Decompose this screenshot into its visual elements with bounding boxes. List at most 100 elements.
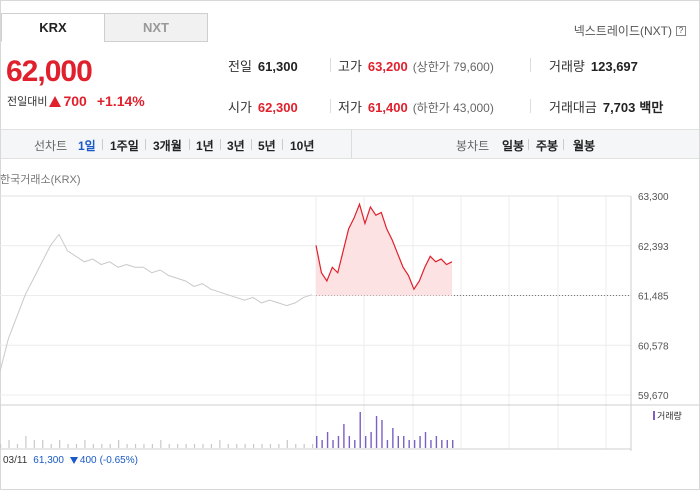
divider	[330, 58, 331, 72]
price-change: 전일대비 700 +1.14%	[7, 93, 145, 109]
footer-prev-pct: (-0.65%)	[99, 455, 138, 466]
footer-date: 03/11	[3, 455, 28, 466]
stat-value: 123,697	[590, 59, 638, 74]
stat-unit: 백만	[639, 100, 664, 115]
candle-monthly[interactable]: 월봉	[573, 139, 596, 153]
candle-daily[interactable]: 일봉	[502, 139, 525, 153]
y-tick-label: 59,670	[638, 391, 669, 402]
volume-bar	[75, 444, 78, 448]
up-triangle-icon	[49, 95, 62, 107]
stat-low: 저가 61,400 (하한가 43,000)	[338, 97, 494, 116]
stat-open: 시가 62,300	[228, 97, 298, 116]
stat-label: 고가	[338, 59, 362, 74]
volume-bar	[59, 440, 61, 448]
volume-bar	[278, 444, 280, 448]
volume-bar	[193, 444, 196, 448]
candle-chart-label: 봉차트	[456, 139, 490, 153]
y-tick-label: 62,393	[638, 242, 669, 253]
volume-bar	[101, 444, 103, 448]
tab-nxt[interactable]: NXT	[104, 13, 208, 42]
volume-bar	[109, 444, 111, 448]
footer-prev-change: 400	[79, 455, 97, 466]
line-chart-label: 선차트	[34, 139, 68, 153]
volume-bar	[312, 444, 314, 448]
stat-value: 62,300	[257, 100, 298, 115]
volume-bar	[316, 436, 318, 448]
volume-bar	[392, 428, 394, 448]
volume-bar	[446, 440, 448, 448]
volume-bar	[337, 436, 340, 448]
divider	[528, 139, 529, 150]
nxt-link-label: 넥스트레이드(NXT)	[573, 24, 672, 38]
help-icon[interactable]: ?	[676, 25, 686, 36]
stat-amount: 거래대금 7,703 백만	[549, 97, 663, 116]
volume-bar	[42, 440, 44, 448]
period-5y[interactable]: 5년	[258, 139, 276, 153]
volume-bar	[33, 440, 35, 448]
volume-bar	[375, 416, 378, 448]
period-10y[interactable]: 10년	[290, 139, 315, 153]
volume-bar	[118, 440, 120, 448]
stat-value: 61,400	[367, 100, 408, 115]
stat-label: 전일	[228, 59, 252, 74]
stat-label: 시가	[228, 100, 252, 115]
volume-bar	[419, 436, 421, 448]
stat-sub: (상한가 79,600)	[412, 60, 494, 74]
stat-sub: (하한가 43,000)	[412, 101, 494, 115]
volume-bar	[151, 444, 153, 448]
volume-bar	[286, 440, 288, 448]
volume-bar	[160, 440, 162, 448]
stat-value: 7,703	[602, 100, 636, 115]
stat-prev-close: 전일 61,300	[228, 56, 298, 75]
prev-day-line	[0, 233, 313, 372]
volume-bar	[348, 436, 351, 448]
period-1y[interactable]: 1년	[196, 139, 214, 153]
volume-bar	[370, 432, 372, 448]
volume-bar	[403, 436, 405, 448]
y-tick-label: 63,300	[638, 192, 669, 203]
volume-bar	[244, 444, 246, 448]
volume-bar	[67, 444, 69, 448]
volume-bar	[364, 436, 367, 448]
change-percent: +1.14%	[96, 93, 145, 109]
period-1w[interactable]: 1주일	[110, 139, 139, 153]
period-3m[interactable]: 3개월	[153, 139, 182, 153]
volume-bar	[408, 440, 410, 448]
volume-bar	[16, 444, 19, 448]
volume-bar	[227, 444, 229, 448]
stat-value: 61,300	[257, 59, 298, 74]
volume-bar	[303, 444, 305, 448]
volume-bar	[168, 444, 170, 448]
volume-bar	[269, 444, 272, 448]
divider	[102, 139, 103, 150]
divider	[563, 139, 564, 150]
volume-bar	[25, 436, 27, 448]
volume-bar	[343, 424, 345, 448]
stat-label: 거래량	[549, 59, 585, 74]
nxt-link[interactable]: 넥스트레이드(NXT) ?	[574, 22, 686, 39]
volume-bar	[354, 440, 356, 448]
tab-krx[interactable]: KRX	[1, 13, 105, 42]
period-1d[interactable]: 1일	[78, 139, 96, 153]
volume-bar	[143, 444, 145, 448]
divider	[189, 139, 190, 150]
y-axis-labels: 63,300 62,393 61,485 60,578 59,670	[638, 192, 669, 402]
volume-bar	[397, 436, 399, 448]
change-value: 700	[63, 93, 87, 109]
candle-weekly[interactable]: 주봉	[536, 139, 559, 153]
period-3y[interactable]: 3년	[227, 139, 245, 153]
stat-value: 63,200	[367, 59, 408, 74]
volume-bar	[435, 436, 438, 448]
divider	[330, 99, 331, 113]
volume-legend-label: 거래량	[657, 411, 682, 421]
change-label: 전일대비	[7, 96, 48, 108]
volume-bar	[359, 412, 361, 448]
volume-bar	[452, 440, 454, 448]
period-bar: 선차트 1일 1주일 3개월 1년 3년 5년 10년 봉차트 일봉 주봉 월봉	[1, 129, 699, 159]
volume-bar	[202, 444, 204, 448]
volume-bar	[177, 444, 179, 448]
volume-bar	[413, 440, 416, 448]
volume-bar	[84, 440, 86, 448]
volume-bar	[424, 432, 427, 448]
